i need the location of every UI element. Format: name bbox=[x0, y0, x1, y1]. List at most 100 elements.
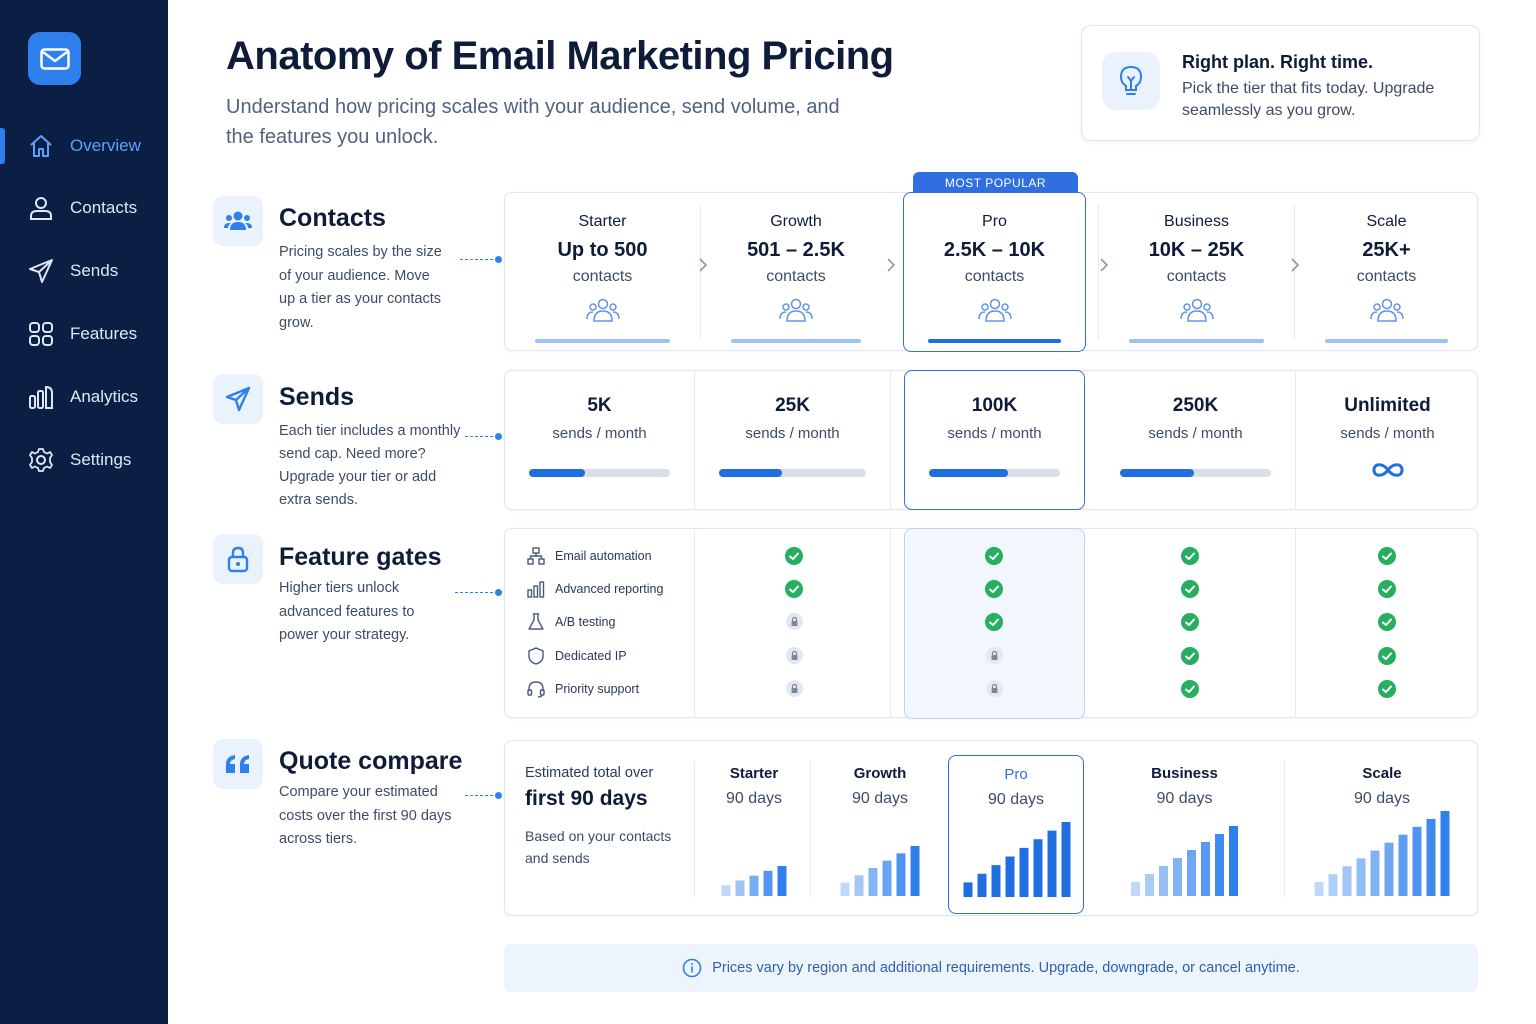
cost-bar bbox=[896, 853, 906, 896]
send-icon bbox=[28, 258, 54, 284]
divider bbox=[810, 761, 811, 897]
quote-tier-name: Growth bbox=[853, 765, 907, 782]
nav-item-analytics[interactable]: Analytics bbox=[0, 375, 168, 419]
check-icon bbox=[1181, 613, 1199, 631]
nav-item-contacts[interactable]: Contacts bbox=[0, 186, 168, 230]
home-icon bbox=[28, 133, 54, 159]
check-icon bbox=[1378, 547, 1396, 565]
cost-bar bbox=[1005, 856, 1015, 897]
sends-value: 100K bbox=[971, 395, 1018, 416]
sends-progress-track bbox=[719, 469, 866, 477]
feature-row: Dedicated IP bbox=[527, 646, 627, 666]
tip-card: Right plan. Right time. Pick the tier th… bbox=[1081, 25, 1480, 141]
chevron-right-icon bbox=[887, 258, 896, 272]
check-icon bbox=[1378, 580, 1396, 598]
chevron-right-icon bbox=[1291, 258, 1300, 272]
tip-title: Right plan. Right time. bbox=[1182, 52, 1373, 72]
nav-label: Contacts bbox=[70, 198, 138, 217]
sends-column-3[interactable]: 250K sends / month bbox=[1096, 371, 1295, 509]
sidebar: Overview Contacts Sends Features Analyti… bbox=[0, 0, 168, 1024]
sends-column-2[interactable]: 100K sends / month bbox=[904, 370, 1085, 510]
cost-bar bbox=[1328, 874, 1338, 896]
tier-column-business[interactable]: Business 10K – 25K contacts bbox=[1099, 193, 1294, 351]
connector-line bbox=[455, 588, 502, 596]
cost-bar bbox=[1384, 842, 1394, 896]
tier-column-growth[interactable]: Growth 501 – 2.5K contacts bbox=[701, 193, 891, 351]
sends-progress-track bbox=[1120, 469, 1271, 477]
quote-column-growth[interactable]: Growth 90 days bbox=[813, 741, 947, 915]
cost-bars bbox=[963, 822, 1071, 897]
divider bbox=[890, 371, 891, 509]
workflow-icon bbox=[527, 547, 545, 565]
cost-bar bbox=[721, 885, 731, 896]
tier-name: Pro bbox=[982, 213, 1007, 230]
infinity-icon bbox=[1371, 463, 1404, 477]
section-desc-quote: Compare your estimated costs over the fi… bbox=[279, 784, 452, 847]
cost-bar bbox=[1187, 850, 1196, 896]
nav-item-sends[interactable]: Sends bbox=[0, 249, 168, 293]
cost-bar bbox=[1201, 842, 1210, 896]
tier-column-pro[interactable]: Pro 2.5K – 10K contacts bbox=[903, 192, 1086, 352]
quote-tier-name: Pro bbox=[1004, 766, 1028, 783]
lightbulb-icon bbox=[1102, 52, 1160, 110]
tier-unit: contacts bbox=[1356, 268, 1417, 285]
tier-name: Starter bbox=[578, 213, 627, 230]
cost-bar bbox=[1412, 826, 1422, 896]
quote-column-business[interactable]: Business 90 days bbox=[1085, 741, 1284, 915]
check-icon bbox=[985, 547, 1003, 565]
tier-bar bbox=[928, 339, 1061, 343]
sends-column-1[interactable]: 25K sends / month bbox=[695, 371, 890, 509]
feature-label: Priority support bbox=[555, 682, 640, 696]
quote-period: 90 days bbox=[725, 790, 783, 807]
tier-range: 2.5K – 10K bbox=[943, 239, 1046, 261]
check-icon bbox=[1181, 580, 1199, 598]
quote-column-starter[interactable]: Starter 90 days bbox=[695, 741, 813, 915]
quote-card: Estimated total over first 90 days Based… bbox=[504, 740, 1478, 916]
quote-column-scale[interactable]: Scale 90 days bbox=[1285, 741, 1479, 915]
divider bbox=[694, 761, 695, 897]
users-icon bbox=[1179, 298, 1214, 322]
check-icon bbox=[1181, 647, 1199, 665]
check-icon bbox=[985, 613, 1003, 631]
cost-bar bbox=[910, 846, 920, 896]
sends-column-4[interactable]: Unlimited sends / month bbox=[1296, 371, 1479, 509]
nav-label: Sends bbox=[70, 261, 119, 280]
divider bbox=[694, 529, 695, 717]
tier-column-scale[interactable]: Scale 25K+ contacts bbox=[1295, 193, 1478, 351]
nav-item-settings[interactable]: Settings bbox=[0, 438, 168, 482]
section-desc-features: Higher tiers unlock advanced features to… bbox=[279, 580, 415, 643]
quote-tier-name: Business bbox=[1151, 765, 1218, 782]
cost-bar bbox=[1033, 839, 1043, 897]
lock-icon bbox=[785, 613, 803, 630]
quote-column-pro[interactable]: Pro 90 days bbox=[948, 755, 1084, 914]
tier-unit: contacts bbox=[766, 268, 826, 285]
cost-bar bbox=[1440, 811, 1450, 896]
sends-column-0[interactable]: 5K sends / month bbox=[505, 371, 694, 509]
cost-bar bbox=[1370, 850, 1380, 896]
sends-unit: sends / month bbox=[947, 425, 1042, 442]
cost-bar bbox=[977, 873, 987, 897]
lock-icon bbox=[213, 534, 263, 584]
cost-bar bbox=[868, 868, 878, 896]
quote-line3: Based on your contacts and sends bbox=[525, 828, 672, 866]
nav-item-features[interactable]: Features bbox=[0, 312, 168, 356]
cost-bar bbox=[840, 882, 850, 896]
divider bbox=[1098, 205, 1099, 339]
cost-bars bbox=[840, 846, 920, 896]
bar-chart-icon bbox=[527, 581, 545, 598]
tier-name: Growth bbox=[770, 213, 822, 230]
mail-logo-icon[interactable] bbox=[28, 32, 81, 85]
users-icon bbox=[213, 196, 263, 246]
cost-bar bbox=[1398, 834, 1408, 896]
nav-label: Features bbox=[70, 324, 138, 343]
sends-progress-fill bbox=[1120, 469, 1194, 477]
send-icon bbox=[213, 374, 263, 424]
cost-bar bbox=[1019, 847, 1029, 897]
connector-line bbox=[460, 255, 502, 263]
nav-item-overview[interactable]: Overview bbox=[0, 124, 168, 168]
section-title-quote: Quote compare bbox=[279, 747, 463, 775]
tier-column-starter[interactable]: Starter Up to 500 contacts bbox=[505, 193, 700, 351]
page-title: Anatomy of Email Marketing Pricing bbox=[226, 34, 894, 78]
check-icon bbox=[785, 580, 803, 598]
feature-row: Advanced reporting bbox=[527, 579, 663, 599]
